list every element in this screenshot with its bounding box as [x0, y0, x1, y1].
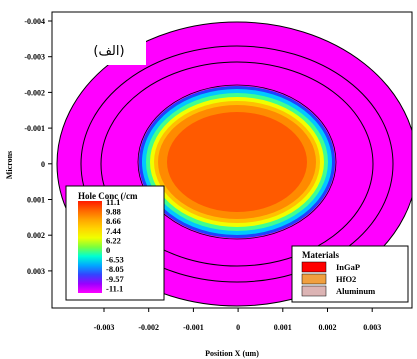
colorbar-level-label: 9.88 [106, 207, 121, 217]
x-axis-ticks: -0.003 -0.002 -0.001 0 0.001 0.002 0.003 [94, 308, 381, 332]
panel-label: (الف) [72, 33, 146, 65]
colorbar-level-label: -11.1 [106, 283, 123, 293]
x-tick-label: 0.003 [363, 323, 381, 332]
y-axis-ticks: -0.004 -0.003 -0.002 -0.001 0 0.001 0.002 0.003 [24, 17, 52, 276]
colorbar-level-label: 7.44 [106, 226, 122, 236]
material-swatch [301, 285, 327, 297]
colorbar-level-label: 11.1 [106, 197, 120, 207]
y-tick-label: -0.004 [24, 17, 45, 26]
colorbar-level-label: -9.57 [106, 274, 124, 284]
material-name: HfO2 [336, 274, 356, 284]
colorbar-gradient [78, 201, 102, 293]
material-swatch [301, 261, 327, 273]
colorbar-level-label: 6.22 [106, 235, 121, 245]
material-swatch [301, 273, 327, 285]
core-region [167, 112, 307, 212]
x-tick-label: 0.001 [274, 323, 292, 332]
colorbar-title: Hole Conc (/cm [78, 191, 138, 201]
colorbar-level-label: 8.66 [106, 216, 121, 226]
y-tick-label: -0.001 [24, 124, 45, 133]
core-outline [137, 84, 337, 240]
x-tick-label: 0.002 [319, 323, 337, 332]
x-tick-label: -0.002 [138, 323, 159, 332]
colorbar-labels: 11.19.888.667.446.220-6.53-8.05-9.57-11.… [106, 197, 124, 293]
y-tick-label: -0.002 [24, 88, 45, 97]
outline-ring-2 [100, 61, 374, 267]
materials-title: Materials [302, 250, 339, 260]
materials-items: InGaP HfO2 Aluminum [301, 261, 375, 297]
y-tick-label: 0.001 [27, 196, 45, 205]
colorbar-level-label: -6.53 [106, 255, 124, 265]
y-tick-label: 0.003 [27, 267, 45, 276]
panel-label-text: (الف) [93, 44, 124, 59]
y-axis-title: Microns [5, 151, 14, 179]
y-tick-label: 0 [41, 160, 45, 169]
material-name: Aluminum [336, 286, 375, 296]
x-tick-label: 0 [236, 323, 240, 332]
hole-conc-colorbar: Hole Conc (/cm 11.19.888.667.446.220-6.5… [65, 185, 165, 301]
x-axis-title: Position X (um) [205, 349, 259, 358]
x-tick-label: -0.003 [94, 323, 115, 332]
y-tick-label: 0.002 [27, 231, 45, 240]
colorbar-level-label: 0 [106, 245, 110, 255]
plot-frame [51, 11, 413, 309]
colorbar-level-label: -8.05 [106, 264, 124, 274]
y-tick-label: -0.003 [24, 53, 45, 62]
material-name: InGaP [336, 262, 360, 272]
materials-legend: Materials InGaP HfO2 Aluminum [291, 245, 409, 303]
x-tick-label: -0.001 [183, 323, 204, 332]
outline-ring-1 [80, 45, 394, 283]
